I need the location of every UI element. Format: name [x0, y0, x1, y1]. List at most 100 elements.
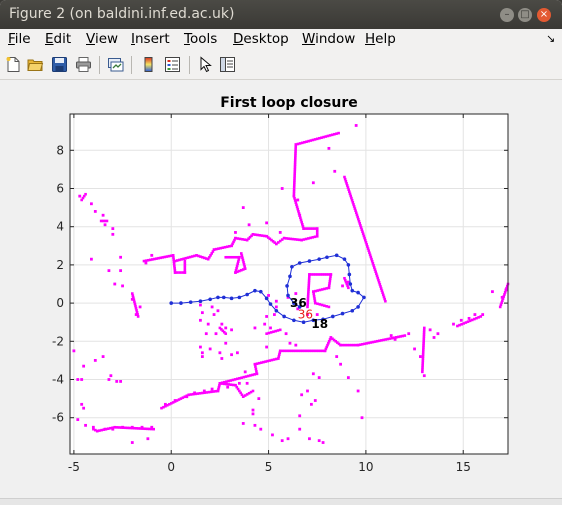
map-point: [200, 391, 204, 395]
menu-view[interactable]: View: [86, 31, 119, 47]
map-point: [276, 241, 280, 244]
map-point: [280, 238, 284, 241]
map-point: [146, 437, 150, 441]
map-point: [466, 320, 470, 323]
map-point: [339, 362, 342, 366]
trajectory-point: [362, 295, 366, 300]
map-point: [218, 383, 221, 387]
map-point: [172, 262, 176, 266]
map-point: [255, 372, 259, 376]
menu-desktop[interactable]: Desktop: [233, 31, 289, 47]
map-point: [128, 426, 132, 430]
map-point: [303, 140, 306, 144]
map-point: [203, 256, 206, 260]
trajectory-point: [169, 301, 174, 305]
map-point: [226, 255, 230, 259]
map-point: [371, 340, 375, 344]
map-point: [135, 308, 138, 312]
menu-file[interactable]: File: [8, 31, 31, 47]
map-point: [307, 281, 311, 285]
map-point: [366, 247, 370, 250]
menu-edit[interactable]: Edit: [45, 31, 72, 47]
map-point: [269, 331, 273, 334]
colorbar-icon[interactable]: [140, 56, 157, 73]
map-point: [82, 406, 86, 410]
maximize-button[interactable]: □: [518, 8, 532, 22]
map-point: [325, 345, 328, 349]
map-segment: [241, 389, 255, 398]
select-arrow-icon[interactable]: [197, 56, 214, 73]
trajectory-point: [188, 300, 193, 304]
x-tick-label: 0: [167, 460, 175, 474]
map-point: [204, 257, 208, 260]
map-point: [199, 345, 202, 349]
map-point: [355, 213, 359, 217]
menu-insert[interactable]: Insert: [131, 31, 170, 47]
menu-overflow-arrow-icon[interactable]: ↘: [546, 32, 556, 45]
map-point: [316, 273, 320, 276]
menu-window[interactable]: Window: [302, 31, 356, 47]
map-point: [505, 286, 508, 290]
legend-icon[interactable]: [164, 56, 181, 73]
map-point: [173, 271, 177, 274]
map-point: [276, 329, 280, 332]
map-point: [254, 367, 258, 371]
map-point: [199, 303, 202, 307]
map-point: [95, 429, 99, 433]
map-point: [307, 237, 310, 240]
map-point: [223, 245, 227, 249]
map-point: [306, 305, 309, 309]
trajectory-point: [340, 311, 345, 316]
map-point: [256, 233, 259, 237]
map-point: [244, 375, 248, 378]
map-point: [343, 276, 346, 280]
map-point: [72, 349, 76, 353]
map-point: [328, 134, 332, 137]
map-point: [299, 216, 302, 220]
menu-help[interactable]: Help: [365, 31, 396, 47]
open-file-icon[interactable]: [27, 56, 44, 73]
save-icon[interactable]: [51, 56, 68, 73]
map-point: [255, 362, 259, 366]
map-point: [249, 390, 253, 394]
map-point: [176, 271, 179, 274]
menu-tools[interactable]: Tools: [184, 31, 218, 47]
map-point: [239, 391, 242, 395]
map-point: [240, 268, 243, 272]
map-point: [372, 264, 375, 267]
map-point: [309, 236, 312, 240]
minimize-button[interactable]: –: [500, 8, 514, 22]
map-point: [276, 357, 280, 360]
map-point: [138, 305, 142, 309]
map-point: [365, 342, 368, 345]
property-editor-icon[interactable]: [219, 56, 236, 73]
map-point: [259, 427, 263, 431]
map-point: [173, 269, 177, 272]
map-point: [349, 194, 353, 198]
map-point: [369, 341, 373, 344]
map-point: [374, 270, 377, 274]
map-point: [248, 235, 252, 239]
map-point: [298, 427, 302, 431]
trajectory-point: [342, 257, 347, 261]
title-bar[interactable]: Figure 2 (on baldini.inf.ed.ac.uk) – □ ×: [0, 0, 562, 29]
map-point: [470, 318, 474, 322]
map-point: [205, 391, 209, 394]
x-tick-label: 5: [265, 460, 273, 474]
map-point: [218, 351, 222, 355]
map-point: [312, 290, 315, 293]
map-point: [358, 343, 362, 346]
trajectory-point: [292, 318, 296, 323]
map-point: [199, 318, 202, 322]
map-point: [175, 259, 179, 262]
link-plot-icon[interactable]: [107, 56, 124, 73]
map-point: [157, 256, 160, 260]
map-point: [352, 205, 356, 208]
map-point: [234, 269, 238, 272]
print-icon[interactable]: [75, 56, 92, 73]
map-point: [255, 370, 258, 373]
close-button[interactable]: ×: [537, 8, 551, 22]
new-figure-icon[interactable]: [5, 56, 22, 73]
map-point: [388, 337, 392, 340]
